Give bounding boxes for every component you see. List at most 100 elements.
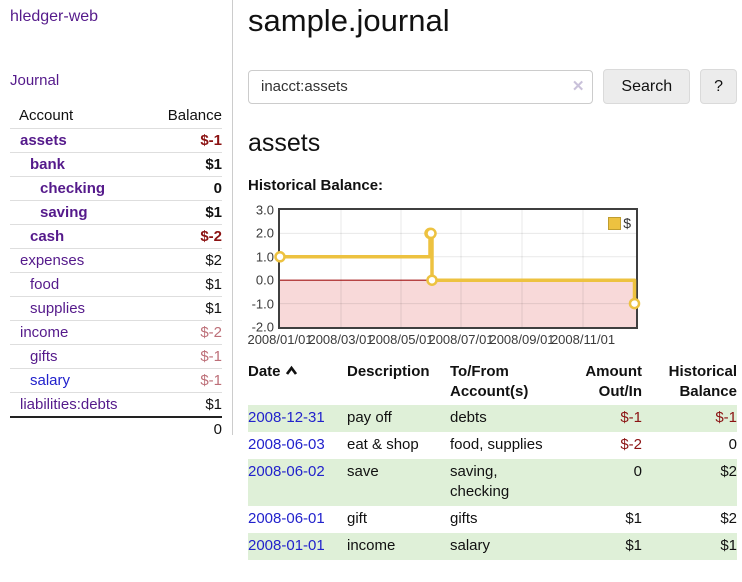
clear-search-icon[interactable]: ✕ (571, 77, 585, 95)
x-tick: 2008/03/01 (308, 332, 374, 347)
transaction-balance: $2 (720, 510, 737, 527)
transaction-balance: 0 (728, 436, 737, 453)
account-row: food $1 (10, 272, 222, 297)
y-tick: -1.0 (251, 296, 274, 312)
data-point-markers (274, 227, 641, 310)
account-balance: $-1 (150, 368, 222, 393)
negative-region (280, 280, 636, 327)
transaction-accounts: debts (450, 409, 487, 426)
transaction-accounts: food, supplies (450, 436, 543, 453)
x-tick: 2008/07/01 (428, 332, 494, 347)
nav-journal-link[interactable]: Journal (10, 72, 60, 89)
account-link-assets[interactable]: assets (20, 132, 67, 149)
account-link-checking[interactable]: checking (40, 180, 106, 197)
search-input-wrap: ✕ (248, 69, 594, 104)
register-header-row: Date Description To/From Account(s) Amou… (248, 362, 737, 405)
account-link-expenses[interactable]: expenses (20, 252, 85, 269)
legend-label: $ (623, 215, 631, 231)
x-tick: 2008/11/01 (550, 332, 616, 347)
account-link-food[interactable]: food (30, 276, 60, 293)
accounts-header-balance: Balance (167, 107, 222, 124)
accounts-table: Account Balance assets $-1 bank $1 checkin… (10, 103, 222, 441)
y-tick: 1.0 (255, 249, 274, 265)
account-balance: 0 (150, 176, 222, 201)
sidebar: hledger-web Journal Account Balance asse… (0, 0, 233, 441)
search-input[interactable] (248, 69, 594, 104)
search-help-button[interactable]: ? (700, 69, 737, 104)
register-row: 2008-06-03 eat & shop food, supplies $-2… (248, 432, 737, 459)
transaction-accounts: gifts (450, 510, 478, 527)
account-link-income[interactable]: income (20, 324, 69, 341)
y-tick: -2.0 (251, 319, 274, 335)
transaction-amount: $-1 (620, 409, 642, 426)
legend-swatch-icon (608, 216, 622, 230)
transaction-date-link[interactable]: 2008-06-01 (248, 510, 325, 527)
account-link-cash[interactable]: cash (30, 228, 65, 245)
account-row: supplies $1 (10, 296, 222, 321)
register-header-amount: Amount Out/In (585, 363, 642, 400)
account-balance: $2 (150, 248, 222, 273)
register-header-date[interactable]: Date (248, 362, 347, 405)
transaction-balance: $-1 (715, 409, 737, 426)
transaction-description: income (347, 537, 396, 554)
transaction-description: gift (347, 510, 368, 527)
account-balance: $-2 (150, 320, 222, 345)
account-balance: $-2 (150, 224, 222, 249)
transaction-amount: $-2 (620, 436, 642, 453)
sort-ascending-icon (285, 362, 298, 382)
chart-section-label: Historical Balance: (248, 177, 384, 194)
register-row: 2008-06-01 gift gifts $1 $2 (248, 506, 737, 533)
account-row: income $-2 (10, 320, 222, 345)
x-tick: 2008/01/01 (247, 332, 313, 347)
account-link-gifts[interactable]: gifts (30, 348, 58, 365)
search-button[interactable]: Search (603, 69, 691, 104)
register-row: 2008-12-31 pay off debts $-1 $-1 (248, 405, 737, 432)
gridlines (280, 210, 636, 327)
transaction-date-link[interactable]: 2008-06-03 (248, 436, 325, 453)
accounts-header-account: Account (19, 107, 74, 124)
account-row: expenses $2 (10, 248, 222, 273)
account-row: liabilities:debts $1 (10, 392, 222, 417)
date-header-label: Date (248, 363, 281, 380)
transaction-accounts: salary (450, 537, 491, 554)
account-link-saving[interactable]: saving (40, 204, 88, 221)
account-row: gifts $-1 (10, 344, 222, 369)
register-header-description: Description (347, 363, 430, 380)
account-link-salary[interactable]: salary (30, 372, 71, 389)
y-tick: 3.0 (255, 202, 274, 218)
account-link-supplies[interactable]: supplies (30, 300, 86, 317)
y-tick: 0.0 (255, 272, 274, 288)
accounts-total-row: 0 (10, 416, 222, 441)
account-balance: $1 (150, 296, 222, 321)
transaction-date-link[interactable]: 2008-06-02 (248, 463, 325, 480)
account-link-bank[interactable]: bank (30, 156, 66, 173)
register-row: 2008-01-01 income salary $1 $1 (248, 533, 737, 560)
transaction-date-link[interactable]: 2008-12-31 (248, 409, 325, 426)
x-tick: 2008/05/01 (368, 332, 434, 347)
account-row: salary $-1 (10, 368, 222, 393)
accounts-total: 0 (150, 416, 222, 441)
account-row: saving $1 (10, 200, 222, 225)
page-title: sample.journal (248, 3, 450, 38)
chart-canvas (274, 210, 641, 327)
account-balance: $1 (150, 272, 222, 297)
account-link-liabilities-debts[interactable]: liabilities:debts (20, 396, 118, 413)
app-title-link[interactable]: hledger-web (10, 8, 99, 25)
account-balance: $-1 (150, 128, 222, 153)
main-content: sample.journal ✕ Search ? assets Histori… (233, 0, 742, 560)
chart-plot-area: $ (274, 208, 641, 329)
transaction-balance: $1 (720, 537, 737, 554)
account-balance: $-1 (150, 344, 222, 369)
account-balance: $1 (150, 200, 222, 225)
account-row: bank $1 (10, 152, 222, 177)
transaction-date-link[interactable]: 2008-01-01 (248, 537, 325, 554)
transaction-description: eat & shop (347, 436, 419, 453)
historical-balance-chart: 3.0 2.0 1.0 0.0 -1.0 -2.0 (247, 202, 648, 347)
chart-legend: $ (608, 215, 631, 231)
transaction-amount: $1 (625, 510, 642, 527)
y-tick: 2.0 (255, 225, 274, 241)
account-heading: assets (248, 129, 321, 157)
register-table: Date Description To/From Account(s) Amou… (248, 362, 737, 560)
search-form: ✕ Search ? (248, 69, 737, 104)
account-row: checking 0 (10, 176, 222, 201)
